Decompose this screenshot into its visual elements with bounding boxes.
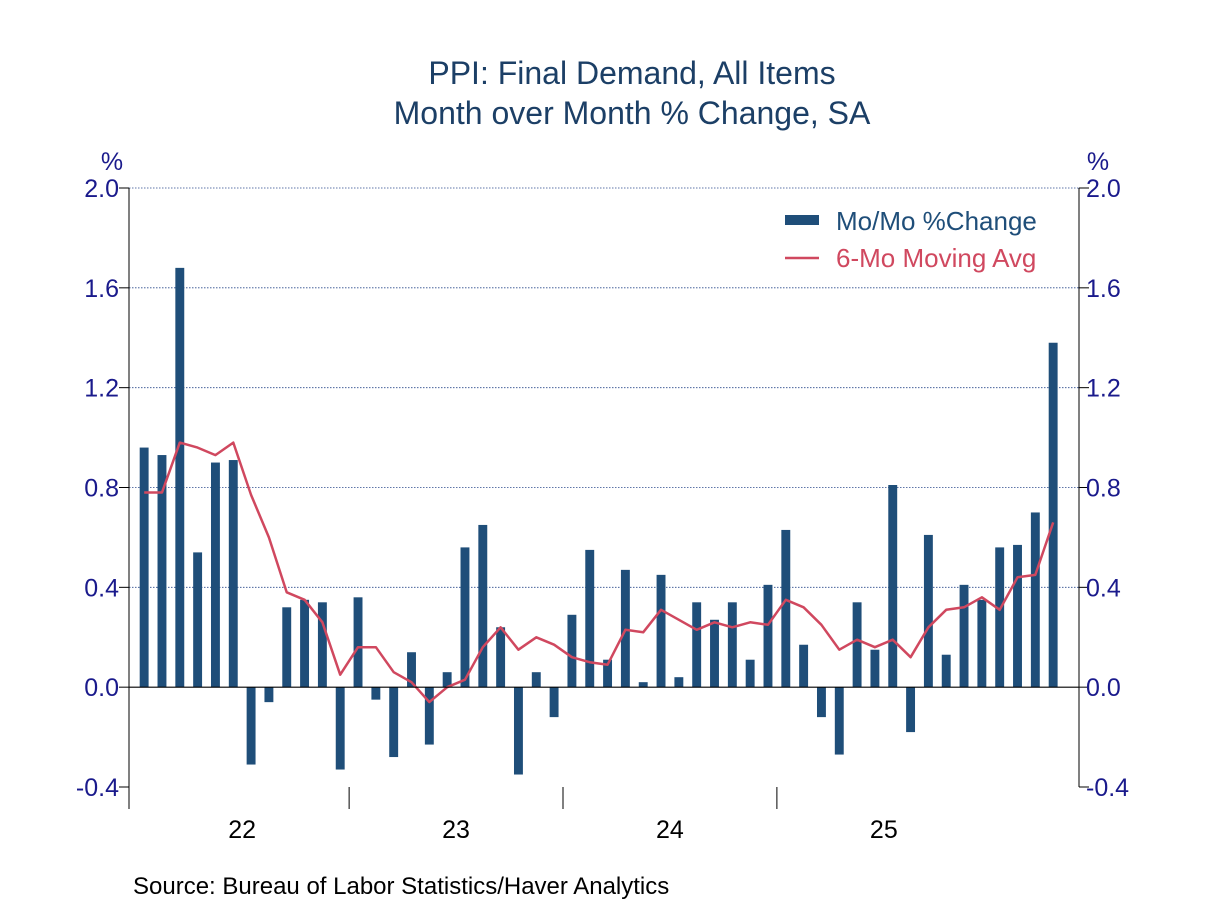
bar [442, 672, 452, 688]
y-unit-left: % [101, 148, 123, 176]
bar [1048, 342, 1058, 688]
bar [959, 584, 969, 688]
bar [549, 687, 559, 718]
bar [692, 602, 702, 688]
y-tick-label-right: 1.6 [1086, 275, 1121, 303]
y-tick-label-left: 0.8 [84, 475, 119, 503]
y-tick-label-right: 1.2 [1086, 375, 1121, 403]
bar [531, 672, 541, 688]
y-tick-label-right: 0.0 [1086, 674, 1121, 702]
bar [710, 619, 719, 688]
bar [745, 659, 755, 688]
legend-label-bars: Mo/Mo %Change [836, 206, 1037, 236]
legend: Mo/Mo %Change 6-Mo Moving Avg [785, 206, 1037, 273]
bar [353, 597, 363, 688]
bar [870, 649, 880, 688]
moving-average-line [144, 441, 1055, 704]
x-tick-label: 22 [228, 816, 256, 844]
bar [1030, 512, 1040, 688]
bar [585, 549, 595, 688]
bar [603, 659, 613, 688]
bar [389, 687, 399, 758]
chart-title: PPI: Final Demand, All Items [428, 55, 835, 91]
bar [478, 524, 488, 688]
bar [228, 460, 238, 688]
bar [210, 462, 220, 688]
bar [175, 267, 185, 688]
axes: 2.0 2.0 1.6 1.6 1.2 1.2 0.8 0.8 0.4 0.4 0.0 0.0 -0.4… [76, 175, 1129, 844]
legend-label-line: 6-Mo Moving Avg [836, 243, 1036, 273]
y-tick-label-left: 2.0 [84, 175, 119, 203]
y-tick-label-right: 2.0 [1086, 175, 1121, 203]
bar [941, 654, 951, 688]
bar-series [139, 267, 1058, 775]
bar [567, 614, 577, 688]
bar [888, 485, 898, 688]
bar [246, 687, 256, 765]
y-tick-label-left: 0.4 [84, 574, 119, 602]
bar [157, 455, 167, 688]
bar [371, 687, 381, 700]
bar [906, 687, 916, 733]
bar [834, 687, 844, 755]
line-series [144, 441, 1055, 704]
bar [282, 607, 292, 688]
bar [727, 602, 737, 688]
y-unit-right: % [1087, 148, 1109, 176]
y-tick-label-left: 1.2 [84, 375, 119, 403]
bar [638, 682, 648, 688]
bar [407, 652, 416, 688]
bar [496, 627, 506, 688]
legend-bar-swatch [785, 215, 819, 225]
bar [335, 687, 345, 770]
y-tick-label-right: -0.4 [1086, 774, 1129, 802]
bar [317, 602, 327, 688]
bar [139, 447, 149, 688]
bar [763, 584, 773, 688]
bar [460, 547, 470, 688]
bar [799, 644, 809, 688]
y-tick-label-right: 0.4 [1086, 574, 1121, 602]
bar [816, 687, 826, 718]
y-tick-label-left: -0.4 [76, 774, 119, 802]
bar [1013, 544, 1022, 688]
bar [264, 687, 274, 703]
bar [852, 602, 862, 688]
bar [513, 687, 523, 775]
bar [781, 529, 791, 688]
x-tick-label: 25 [870, 816, 898, 844]
y-tick-label-right: 0.8 [1086, 475, 1121, 503]
x-tick-label: 24 [656, 816, 684, 844]
y-tick-label-left: 1.6 [84, 275, 119, 303]
gridlines [129, 187, 1079, 588]
bar [300, 599, 310, 688]
bar [995, 547, 1005, 688]
source-note: Source: Bureau of Labor Statistics/Haver… [133, 873, 669, 900]
chart-subtitle: Month over Month % Change, SA [394, 95, 871, 131]
x-tick-label: 23 [442, 816, 470, 844]
bar [674, 677, 684, 688]
bar [424, 687, 434, 745]
bar [923, 534, 933, 688]
bar [977, 599, 987, 688]
bar [193, 552, 203, 688]
y-tick-label-left: 0.0 [84, 674, 119, 702]
bar [656, 574, 666, 688]
bar [620, 569, 630, 688]
